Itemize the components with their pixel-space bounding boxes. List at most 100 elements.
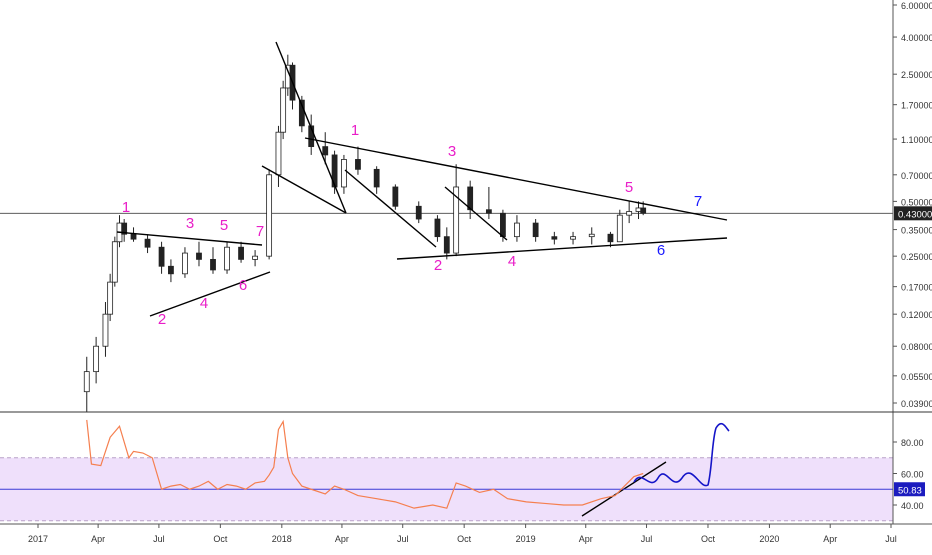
candle-body	[111, 241, 118, 283]
candle-body	[121, 222, 128, 235]
candle-body	[640, 207, 647, 214]
time-tick-label: Apr	[823, 534, 837, 544]
candle-body	[144, 238, 151, 248]
candle-body	[514, 222, 520, 238]
rsi-tick-label: 60.00	[901, 470, 924, 480]
pattern-label: 4	[200, 295, 208, 312]
pattern-label: 6	[657, 242, 665, 259]
pattern-label: 5	[625, 179, 633, 196]
price-tick-label: 0.08000	[901, 342, 932, 352]
time-tick-label: 2020	[759, 534, 779, 544]
pattern-label-layer: 1 3 5 7 2 4 6 1 3 5 7 2 4 6	[122, 122, 702, 328]
time-tick-label: Jul	[885, 534, 897, 544]
wedge-line-c	[444, 186, 508, 241]
candle-body	[635, 207, 642, 212]
candle-body	[280, 87, 287, 133]
price-tick-label: 1.10000	[901, 135, 932, 145]
price-tick-label: 4.00000	[901, 33, 932, 43]
candle-body	[93, 345, 100, 373]
candle-body	[275, 131, 282, 176]
pattern-label: 1	[122, 199, 130, 216]
pattern-label: 7	[694, 193, 702, 210]
candle-body	[322, 146, 329, 156]
pattern-label: 3	[186, 215, 194, 232]
wedge-line-b	[344, 169, 437, 248]
pattern-label: 6	[239, 277, 247, 294]
time-tick-label: Jul	[153, 534, 165, 544]
price-tick-label: 0.03900	[901, 399, 932, 409]
pattern-label: 2	[158, 311, 166, 328]
candle-body	[392, 186, 399, 207]
large-triangle-upper-line	[304, 137, 728, 221]
candle-body	[158, 246, 165, 267]
candle-layer	[83, 54, 647, 412]
candle-body	[570, 236, 576, 240]
candle-body	[443, 236, 450, 254]
candle-body	[467, 186, 474, 211]
pattern-label: 2	[434, 257, 442, 274]
candle-body	[355, 159, 361, 170]
candle-body	[238, 246, 244, 260]
rsi-tick-label: 40.00	[901, 501, 924, 511]
current-price-badge	[894, 206, 932, 221]
price-tick-label: 6.00000	[901, 1, 932, 11]
price-tick-label: 0.70000	[901, 171, 932, 181]
candle-body	[607, 233, 614, 243]
candle-body	[588, 233, 595, 238]
rsi-projected-path	[633, 422, 730, 487]
rsi-tick-label: 80.00	[901, 438, 924, 448]
downtrend-line-a	[275, 41, 347, 214]
price-tick-label: 0.35000	[901, 226, 932, 236]
candle-body	[453, 186, 460, 254]
wedge-lower-line-a	[261, 165, 347, 214]
price-tick-label: 0.12000	[901, 310, 932, 320]
price-tick-label: 0.50000	[901, 197, 932, 207]
time-tick-label: 2018	[272, 534, 292, 544]
time-tick-label: Apr	[91, 534, 105, 544]
time-tick-label: 2017	[28, 534, 48, 544]
annotation-line-layer	[116, 41, 728, 517]
candle-body	[83, 371, 90, 393]
candle-body	[331, 154, 338, 188]
candle-body	[252, 255, 258, 260]
time-tick-label: Apr	[335, 534, 349, 544]
rsi-line	[86, 419, 644, 509]
price-tick-label: 1.70000	[901, 101, 932, 111]
price-tick-label: 0.05500	[901, 372, 932, 382]
time-tick-label: Jul	[397, 534, 409, 544]
candle-body	[500, 212, 506, 238]
rsi-value-label: 50.83	[898, 485, 922, 496]
time-tick-label: Apr	[579, 534, 593, 544]
candle-body	[168, 265, 174, 275]
candle-body	[434, 218, 441, 238]
triangle1-upper-line	[116, 231, 263, 246]
candle-body	[196, 252, 202, 260]
candle-body	[130, 233, 137, 240]
pattern-label: 4	[508, 253, 516, 270]
candle-body	[373, 168, 380, 188]
candle-body	[616, 214, 623, 243]
time-tick-label: Oct	[457, 534, 472, 544]
candle-body	[415, 205, 422, 220]
price-tick-label: 2.50000	[901, 70, 932, 80]
candle-body	[626, 211, 633, 216]
current-price-label: 0.43000	[898, 209, 932, 220]
candle-body	[485, 209, 492, 214]
candle-body	[266, 174, 273, 257]
candle-body	[308, 125, 315, 148]
time-tick-label: Jul	[641, 534, 653, 544]
time-tick-label: 2019	[516, 534, 536, 544]
time-tick-label: Oct	[701, 534, 716, 544]
price-tick-label: 0.17000	[901, 283, 932, 293]
candle-body	[551, 236, 558, 240]
candle-body	[210, 258, 216, 271]
time-tick-label: Oct	[213, 534, 228, 544]
price-tick-label: 0.25000	[901, 252, 932, 262]
triangle1-lower-line	[149, 271, 271, 317]
candle-body	[532, 222, 539, 238]
candle-body	[182, 252, 188, 275]
rsi-value-badge	[894, 482, 925, 497]
